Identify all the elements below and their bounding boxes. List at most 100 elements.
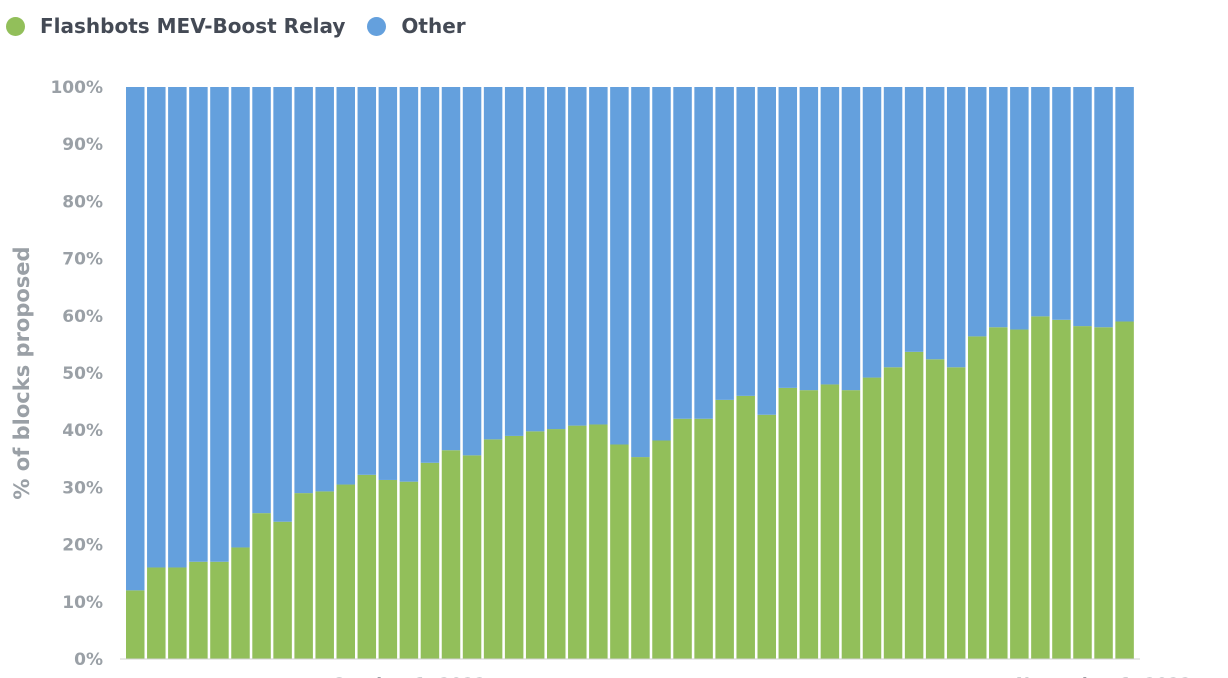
bar-segment-other — [1010, 87, 1029, 330]
bar-segment-relay — [505, 436, 524, 659]
bar-segment-relay — [800, 390, 819, 659]
bar-segment-relay — [589, 424, 608, 659]
bar-group — [126, 87, 1134, 659]
bar-segment-other — [210, 87, 229, 562]
y-tick-label: 90% — [62, 135, 103, 155]
bar-segment-relay — [610, 445, 629, 660]
bar-segment-other — [315, 87, 334, 491]
bar-segment-relay — [1073, 326, 1092, 659]
bar-segment-relay — [315, 491, 334, 659]
bar-segment-other — [358, 87, 377, 475]
bar-segment-relay — [652, 441, 671, 660]
y-axis: 0%10%20%30%40%50%60%70%80%90%100% — [50, 78, 103, 670]
bar-segment-relay — [463, 455, 482, 659]
bar-segment-relay — [400, 482, 419, 659]
bar-segment-other — [610, 87, 629, 445]
bar-segment-relay — [926, 359, 945, 659]
bar-segment-relay — [210, 562, 229, 659]
bar-segment-relay — [1094, 327, 1113, 659]
bar-segment-other — [526, 87, 545, 431]
bar-segment-other — [547, 87, 566, 429]
bar-segment-other — [673, 87, 692, 419]
y-tick-label: 40% — [62, 421, 103, 441]
bar-segment-relay — [694, 419, 713, 659]
y-tick-label: 10% — [62, 593, 103, 613]
bar-segment-other — [736, 87, 755, 396]
bar-segment-other — [821, 87, 840, 384]
bar-segment-other — [189, 87, 208, 562]
bar-segment-other — [842, 87, 861, 390]
bar-segment-other — [337, 87, 356, 485]
y-tick-label: 0% — [74, 650, 103, 670]
y-tick-label: 80% — [62, 192, 103, 212]
bar-segment-other — [694, 87, 713, 419]
bar-segment-relay — [421, 463, 440, 659]
bar-segment-relay — [736, 396, 755, 659]
bar-segment-other — [715, 87, 734, 400]
bar-segment-other — [1052, 87, 1071, 320]
bar-segment-relay — [252, 513, 270, 659]
bar-segment-other — [589, 87, 608, 424]
bar-segment-other — [989, 87, 1008, 327]
bar-segment-relay — [715, 400, 734, 659]
bar-segment-relay — [168, 567, 187, 659]
bar-segment-other — [442, 87, 461, 450]
bar-segment-relay — [947, 367, 966, 659]
bar-segment-relay — [968, 336, 987, 659]
y-tick-label: 60% — [62, 307, 103, 327]
bar-segment-relay — [526, 431, 545, 659]
y-axis-title: % of blocks proposed — [10, 246, 34, 499]
bar-segment-other — [273, 87, 292, 522]
bar-segment-other — [484, 87, 503, 439]
bar-segment-relay — [863, 378, 882, 659]
bar-segment-other — [800, 87, 819, 390]
bar-segment-relay — [484, 439, 503, 659]
bar-segment-other — [1031, 87, 1050, 316]
bar-segment-relay — [273, 522, 292, 659]
bar-segment-relay — [905, 352, 924, 659]
bar-segment-other — [126, 87, 145, 590]
y-tick-label: 50% — [62, 364, 103, 384]
bar-segment-other — [968, 87, 987, 336]
y-tick-label: 100% — [50, 78, 103, 98]
bar-segment-relay — [1031, 316, 1050, 659]
bar-segment-other — [652, 87, 671, 441]
bar-segment-relay — [358, 475, 377, 659]
bar-segment-relay — [884, 367, 903, 659]
bar-segment-relay — [337, 485, 356, 659]
bar-segment-other — [231, 87, 250, 547]
bar-segment-other — [863, 87, 882, 378]
bar-segment-other — [884, 87, 903, 367]
bar-segment-other — [758, 87, 777, 415]
bar-segment-other — [168, 87, 187, 567]
bar-segment-other — [779, 87, 798, 388]
bar-segment-other — [1094, 87, 1113, 327]
bar-segment-other — [379, 87, 398, 480]
bar-segment-relay — [1115, 322, 1134, 659]
bar-segment-relay — [379, 480, 398, 659]
bar-segment-relay — [673, 419, 692, 659]
bar-segment-relay — [547, 429, 566, 659]
bar-segment-other — [926, 87, 945, 359]
bar-segment-other — [505, 87, 524, 436]
bar-segment-other — [294, 87, 313, 493]
bar-segment-other — [631, 87, 650, 457]
bar-segment-relay — [189, 562, 208, 659]
y-tick-label: 30% — [62, 478, 103, 498]
bar-segment-relay — [821, 384, 840, 659]
bar-segment-relay — [1010, 330, 1029, 659]
bar-segment-relay — [442, 450, 461, 659]
bar-segment-relay — [231, 547, 250, 659]
bar-segment-other — [947, 87, 966, 367]
bar-segment-relay — [779, 388, 798, 659]
bar-segment-relay — [294, 493, 313, 659]
bar-segment-relay — [126, 590, 145, 659]
bar-segment-relay — [1052, 320, 1071, 659]
bar-segment-other — [252, 87, 270, 513]
bar-segment-other — [421, 87, 440, 463]
bar-segment-relay — [758, 415, 777, 659]
bar-segment-other — [1115, 87, 1134, 322]
bar-segment-relay — [568, 426, 587, 659]
bar-segment-other — [905, 87, 924, 352]
